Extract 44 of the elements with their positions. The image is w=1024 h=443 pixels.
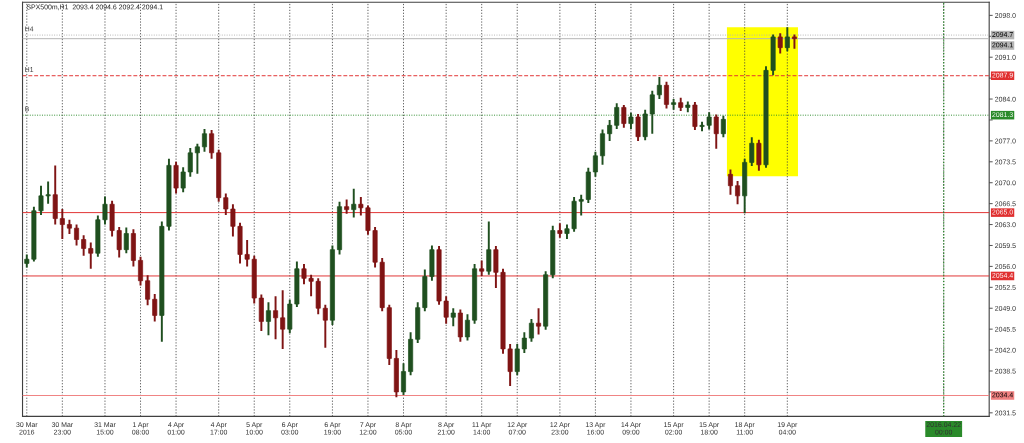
candlestick [351, 187, 357, 219]
candlestick [521, 331, 527, 355]
candlestick [258, 293, 264, 332]
candlestick [464, 313, 470, 342]
candlestick [536, 307, 542, 336]
candlestick [173, 160, 179, 195]
candlestick [592, 150, 598, 178]
candlestick [152, 292, 158, 323]
candlestick [265, 301, 271, 337]
candlestick [664, 80, 669, 110]
candlestick [727, 168, 733, 196]
candlestick [322, 303, 328, 349]
candlestick [273, 295, 279, 341]
candlestick [749, 136, 755, 167]
candlestick [692, 101, 698, 132]
candlestick [88, 241, 94, 270]
candlestick [202, 127, 207, 153]
candlestick [756, 138, 762, 172]
candlestick [514, 343, 520, 377]
candlestick [713, 113, 719, 150]
candlestick [784, 26, 790, 53]
candlestick [59, 208, 65, 240]
candlestick [486, 220, 492, 276]
candlestick [635, 113, 641, 142]
candlestick [614, 102, 620, 130]
candlestick [138, 255, 143, 287]
candlestick [600, 128, 605, 166]
candlestick [777, 32, 783, 55]
candlestick [52, 164, 58, 226]
candlestick [720, 114, 726, 139]
candlestick [123, 226, 129, 255]
candlestick [656, 75, 662, 101]
candlestick [528, 318, 534, 343]
candlestick [194, 142, 200, 175]
candlestick [209, 129, 215, 160]
candlestick [401, 362, 406, 396]
candlestick [621, 104, 627, 129]
candlestick [145, 274, 151, 307]
candlestick [81, 234, 87, 257]
candlestick [607, 118, 613, 142]
candlestick [74, 223, 80, 247]
candlestick [735, 179, 741, 206]
candlestick [280, 289, 286, 350]
candlestick [457, 308, 463, 343]
